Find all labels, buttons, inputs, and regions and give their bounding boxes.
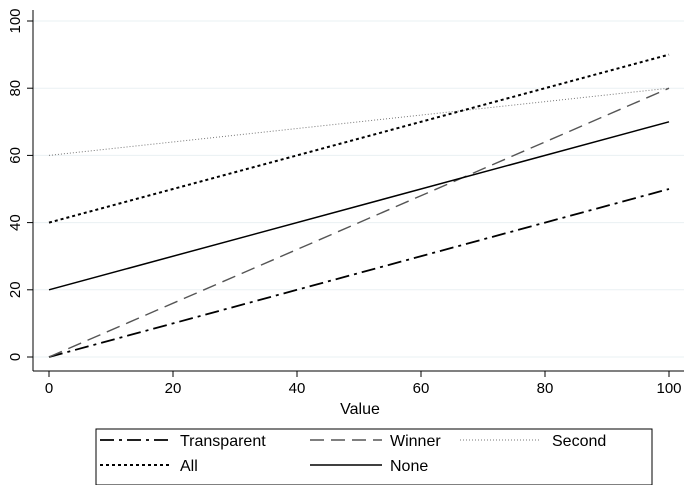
y-tick-label-60: 60 bbox=[7, 147, 24, 164]
x-tick-label-80: 80 bbox=[537, 380, 554, 397]
legend: Transparent Winner Second All None bbox=[95, 428, 653, 485]
legend-label-second: Second bbox=[552, 433, 606, 450]
y-tick-label-100: 100 bbox=[7, 8, 24, 33]
axes: 0 20 40 60 80 100 0 20 40 60 80 100 bbox=[7, 8, 684, 397]
y-tick-label-0: 0 bbox=[7, 353, 24, 361]
y-tick-label-80: 80 bbox=[7, 80, 24, 97]
y-tick-label-20: 20 bbox=[7, 281, 24, 298]
legend-label-all: All bbox=[180, 458, 198, 475]
x-tick-label-20: 20 bbox=[165, 380, 182, 397]
series-line-second bbox=[48, 87, 670, 156]
x-tick-label-0: 0 bbox=[45, 380, 53, 397]
legend-label-winner: Winner bbox=[390, 433, 441, 450]
series-line-winner bbox=[48, 87, 670, 358]
series-line-all bbox=[48, 53, 670, 224]
legend-label-transparent: Transparent bbox=[180, 433, 266, 450]
y-tick-label-40: 40 bbox=[7, 214, 24, 231]
x-tick-label-40: 40 bbox=[289, 380, 306, 397]
series-line-none bbox=[48, 121, 670, 291]
x-tick-label-100: 100 bbox=[656, 380, 681, 397]
x-tick-label-60: 60 bbox=[413, 380, 430, 397]
legend-box bbox=[95, 428, 653, 485]
x-axis-title: Value bbox=[340, 401, 380, 418]
legend-label-none: None bbox=[390, 458, 428, 475]
series-lines bbox=[48, 53, 670, 358]
